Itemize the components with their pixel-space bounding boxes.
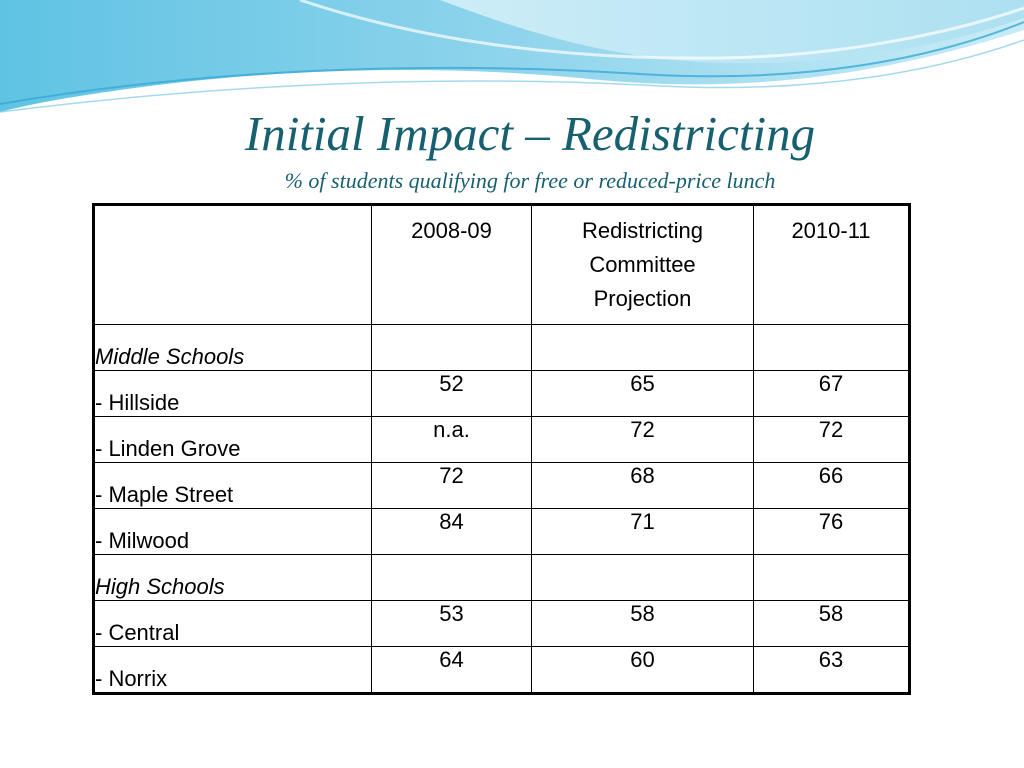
cell-2010-11: 67: [753, 370, 910, 417]
row-label: High Schools: [93, 554, 372, 601]
table-row: - Hillside 52 65 67: [93, 370, 910, 417]
header-cell-2008-09: 2008-09: [371, 204, 532, 325]
cell-projection: 68: [531, 462, 754, 509]
cell-projection: [531, 554, 754, 601]
cell-projection: 65: [531, 370, 754, 417]
header-cell-projection: Redistricting Committee Projection: [531, 204, 754, 325]
cell-2010-11: 63: [753, 646, 910, 694]
cell-2010-11: [753, 324, 910, 371]
header-label-projection: Redistricting Committee Projection: [581, 218, 704, 311]
cell-projection: [531, 324, 754, 371]
header-label-2008-09: 2008-09: [411, 218, 492, 243]
cell-projection: 58: [531, 600, 754, 647]
table-row: - Linden Grove n.a. 72 72: [93, 416, 910, 463]
slide-title: Initial Impact – Redistricting: [244, 106, 816, 161]
cell-2010-11: 72: [753, 416, 910, 463]
row-label: - Hillside: [93, 370, 372, 417]
cell-2008-09: n.a.: [371, 416, 532, 463]
cell-2010-11: 66: [753, 462, 910, 509]
header-row: 2008-09 Redistricting Committee Projecti…: [93, 204, 910, 325]
cell-projection: 71: [531, 508, 754, 555]
cell-2008-09: [371, 554, 532, 601]
cell-projection: 60: [531, 646, 754, 694]
table-row: - Norrix 64 60 63: [93, 646, 910, 694]
cell-2008-09: 72: [371, 462, 532, 509]
row-label: - Linden Grove: [93, 416, 372, 463]
table-row: - Central 53 58 58: [93, 600, 910, 647]
header-cell-2010-11: 2010-11: [753, 204, 910, 325]
cell-projection: 72: [531, 416, 754, 463]
row-label: - Milwood: [93, 508, 372, 555]
lunch-table: 2008-09 Redistricting Committee Projecti…: [92, 203, 911, 695]
cell-2008-09: 52: [371, 370, 532, 417]
cell-2010-11: 76: [753, 508, 910, 555]
row-label: - Maple Street: [93, 462, 372, 509]
row-label: - Central: [93, 600, 372, 647]
table-row: - Maple Street 72 68 66: [93, 462, 910, 509]
table-row: - Milwood 84 71 76: [93, 508, 910, 555]
cell-2010-11: [753, 554, 910, 601]
row-label: Middle Schools: [93, 324, 372, 371]
slide-subtitle: % of students qualifying for free or red…: [284, 168, 776, 193]
cell-2008-09: 53: [371, 600, 532, 647]
table-row: Middle Schools: [93, 324, 910, 371]
row-label: - Norrix: [93, 646, 372, 694]
cell-2008-09: [371, 324, 532, 371]
table-row: High Schools: [93, 554, 910, 601]
cell-2008-09: 64: [371, 646, 532, 694]
wave-banner: [0, 0, 1024, 113]
cell-2008-09: 84: [371, 508, 532, 555]
cell-2010-11: 58: [753, 600, 910, 647]
header-label-2010-11: 2010-11: [791, 218, 871, 243]
header-cell-blank: [93, 204, 372, 325]
